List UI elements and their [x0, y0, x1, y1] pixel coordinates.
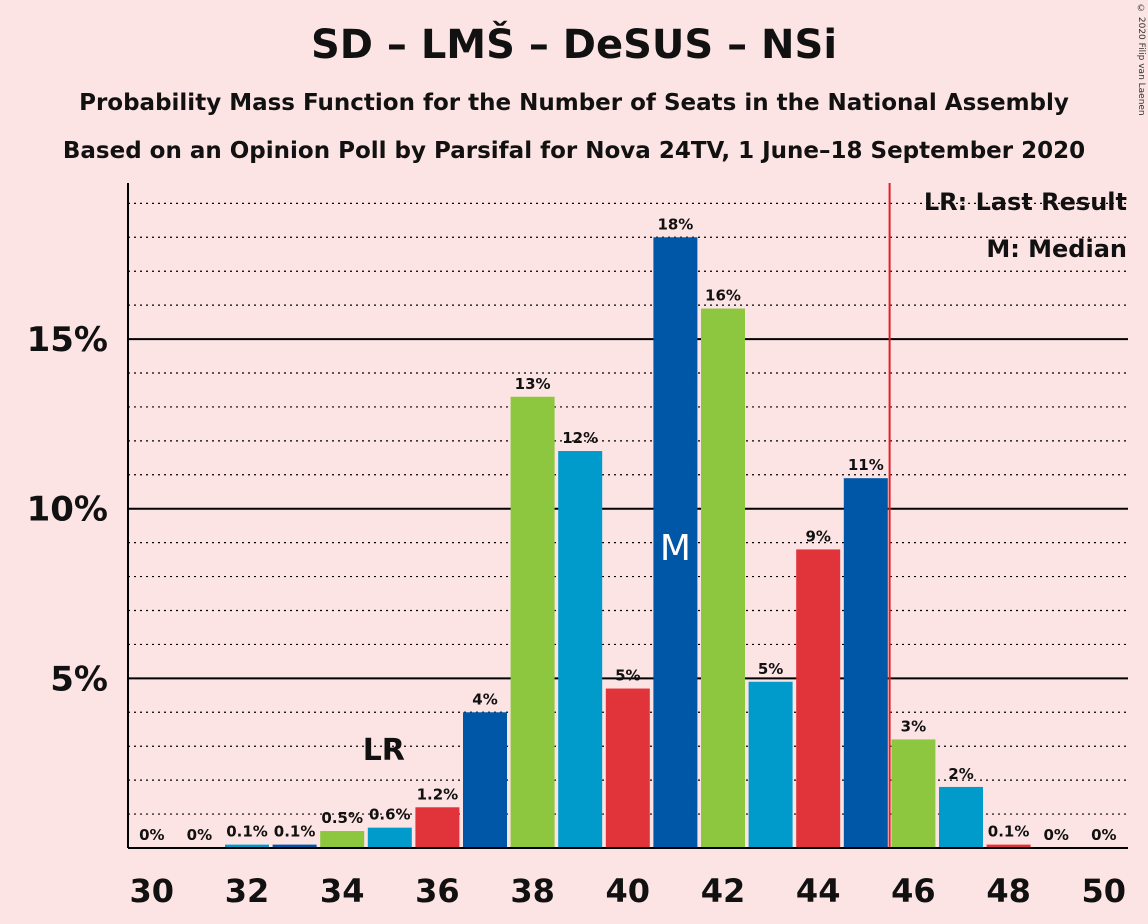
bar-36	[415, 807, 460, 848]
data-label-46: 3%	[901, 717, 926, 735]
bar-33	[272, 844, 317, 848]
bar-39	[558, 451, 603, 848]
y-tick-label: 15%	[27, 320, 108, 360]
x-tick-label: 38	[510, 872, 555, 910]
copyright-notice: © 2020 Filip van Laenen	[1136, 4, 1146, 116]
legend-last-result: LR: Last Result	[924, 188, 1127, 216]
data-label-30: 0%	[139, 826, 164, 844]
bar-44	[796, 549, 841, 848]
data-label-33: 0.1%	[274, 823, 316, 841]
x-tick-label: 46	[891, 872, 936, 910]
data-label-35: 0.6%	[369, 806, 411, 824]
x-tick-label: 50	[1082, 872, 1127, 910]
legend: LR: Last Result M: Median	[924, 188, 1127, 263]
y-tick-label: 10%	[27, 490, 108, 530]
last-result-marker: LR	[363, 733, 405, 768]
data-label-39: 12%	[562, 429, 598, 447]
data-label-34: 0.5%	[321, 809, 363, 827]
bar-42	[701, 308, 745, 848]
bar-41	[653, 237, 698, 849]
x-tick-label: 32	[225, 872, 270, 910]
median-marker: M	[660, 528, 691, 569]
bar-38	[510, 396, 555, 848]
data-label-38: 13%	[515, 375, 551, 393]
bar-37	[463, 712, 507, 848]
x-tick-label: 48	[986, 872, 1031, 910]
bar-48	[986, 844, 1031, 848]
data-label-47: 2%	[948, 765, 973, 783]
data-label-44: 9%	[805, 527, 830, 545]
bar-43	[748, 681, 793, 848]
x-tick-label: 44	[796, 872, 841, 910]
chart-title: SD – LMŠ – DeSUS – NSi	[310, 22, 838, 68]
data-label-49: 0%	[1043, 826, 1068, 844]
bar-47	[939, 786, 983, 848]
data-label-36: 1.2%	[417, 785, 459, 803]
bar-34	[320, 831, 365, 848]
x-tick-label: 30	[130, 872, 175, 910]
data-label-31: 0%	[187, 826, 212, 844]
chart-subtitle-poll: Based on an Opinion Poll by Parsifal for…	[62, 138, 1086, 164]
axes: 5% 10% 15% 30 32 34 36 38 40 42 44 46 48 50	[27, 183, 1128, 910]
bars	[225, 237, 1031, 849]
data-label-37: 4%	[472, 690, 497, 708]
bar-45	[843, 478, 888, 848]
data-label-41: 18%	[657, 215, 693, 233]
x-tick-label: 36	[415, 872, 460, 910]
bar-46	[891, 739, 936, 848]
data-label-40: 5%	[615, 667, 640, 685]
chart-subtitle: Probability Mass Function for the Number…	[79, 90, 1069, 116]
bar-40	[605, 688, 650, 848]
legend-median: M: Median	[986, 235, 1127, 263]
x-tick-label: 34	[320, 872, 365, 910]
data-label-43: 5%	[758, 660, 783, 678]
data-label-42: 16%	[705, 287, 741, 305]
data-label-48: 0.1%	[988, 823, 1030, 841]
bar-35	[367, 827, 412, 848]
data-label-32: 0.1%	[226, 823, 268, 841]
data-label-50: 0%	[1091, 826, 1116, 844]
bar-32	[225, 844, 269, 848]
y-tick-label: 5%	[50, 659, 108, 699]
x-tick-label: 42	[701, 872, 746, 910]
data-labels: 0% 0% 0.1% 0.1% 0.5% 0.6% 1.2% 4% 13% 12% 5% 18% 16%…	[139, 215, 1116, 844]
data-label-45: 11%	[848, 456, 884, 474]
x-tick-label: 40	[606, 872, 651, 910]
